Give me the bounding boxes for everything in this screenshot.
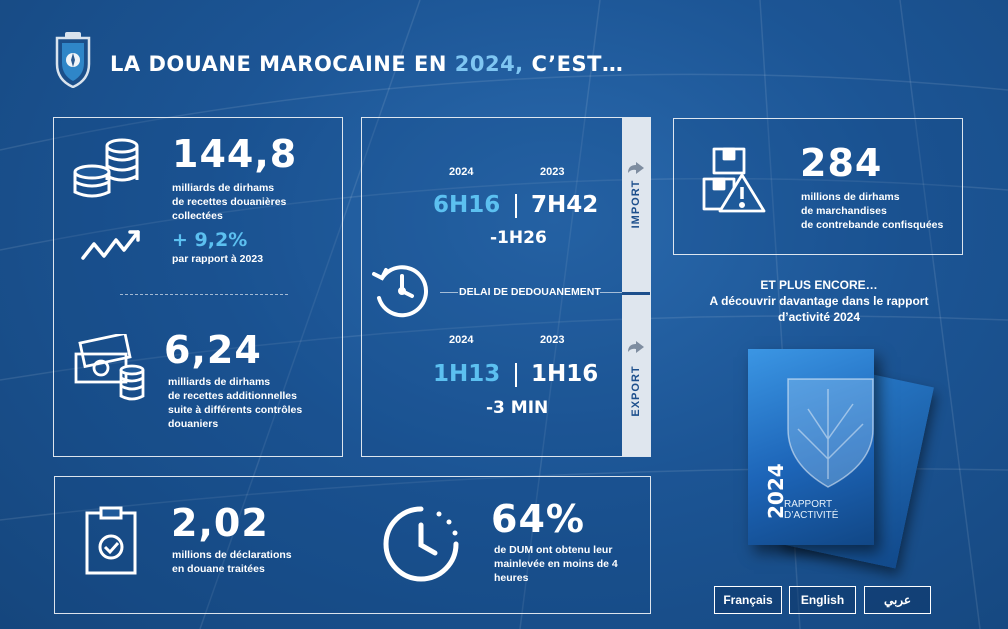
import-year-previous: 2023 (540, 166, 565, 178)
clipboard-check-icon (83, 505, 139, 581)
report-title: RAPPORT D’ACTIVITÉ (784, 499, 838, 521)
clearance-panel: IMPORT EXPORT 2024 2023 6H16 7H42 -1H26 … (361, 117, 651, 457)
import-time-current: 6H16 (433, 192, 501, 218)
more-info-block: ET PLUS ENCORE… A découvrir davantage da… (676, 277, 962, 325)
clock-history-icon (370, 258, 434, 326)
seized-desc-line: millions de dirhams (801, 191, 900, 203)
seized-panel: 284 millions de dirhams de marchandises … (673, 118, 963, 255)
seized-desc-line: de contrebande confisquées (801, 219, 944, 231)
import-arrow-icon (626, 160, 646, 180)
dum-desc-line: mainlevée en moins de 4 (494, 558, 618, 570)
revenue-value: 144,8 (172, 132, 298, 176)
declarations-panel: 2,02 millions de déclarations en douane … (54, 476, 651, 614)
import-time-previous: 7H42 (531, 192, 599, 218)
report-title-line: RAPPORT (784, 499, 833, 510)
more-title: ET PLUS ENCORE… (760, 278, 878, 292)
dum-desc-line: heures (494, 572, 529, 584)
seized-value: 284 (800, 141, 883, 185)
more-line: A découvrir davantage dans le rapport (709, 294, 929, 308)
cash-money-icon (72, 331, 146, 406)
export-difference: -3 MIN (486, 398, 549, 418)
declarations-desc-line: en douane traitées (172, 563, 265, 575)
language-button-arabic[interactable]: عربي (864, 586, 931, 614)
additional-value: 6,24 (164, 328, 262, 372)
export-year-previous: 2023 (540, 334, 565, 346)
export-time-previous: 1H16 (531, 361, 599, 387)
additional-desc-line: de recettes additionnelles (168, 390, 297, 402)
seized-desc-line: de marchandises (801, 205, 887, 217)
declarations-description: millions de déclarations en douane trait… (172, 548, 292, 576)
dum-desc-line: de DUM ont obtenu leur (494, 544, 613, 556)
export-label: EXPORT (630, 365, 642, 417)
import-time-divider (515, 194, 517, 218)
report-title-line: D’ACTIVITÉ (784, 510, 839, 521)
import-label: IMPORT (630, 179, 642, 229)
title-prefix: LA DOUANE MAROCAINE EN (110, 52, 455, 76)
declarations-desc-line: millions de déclarations (172, 549, 292, 561)
trend-up-icon (80, 226, 142, 268)
export-time-current: 1H13 (433, 361, 501, 387)
additional-desc-line: douaniers (168, 418, 219, 430)
language-button-english[interactable]: English (789, 586, 856, 614)
revenue-desc-line: milliards de dirhams (172, 182, 275, 194)
language-button-french[interactable]: Français (714, 586, 782, 614)
additional-desc-line: suite à différents contrôles (168, 404, 303, 416)
coins-stack-icon (70, 136, 142, 204)
title-suffix: C’EST… (523, 52, 624, 76)
title-year: 2024, (454, 52, 524, 76)
declarations-value: 2,02 (171, 501, 269, 545)
export-time-divider (515, 363, 517, 387)
clock-fast-icon (381, 503, 461, 589)
revenue-desc-line: collectées (172, 210, 223, 222)
clearance-center-label: DELAI DE DEDOUANEMENT (459, 286, 601, 298)
revenue-description: milliards de dirhams de recettes douaniè… (172, 181, 286, 223)
import-year-current: 2024 (449, 166, 474, 178)
growth-value: + 9,2% (172, 229, 248, 251)
contraband-boxes-icon (700, 145, 770, 219)
activity-report-link[interactable]: 2024 RAPPORT D’ACTIVITÉ (748, 345, 934, 569)
clearance-line-left (440, 292, 458, 293)
revenue-desc-line: de recettes douanières (172, 196, 287, 208)
import-strip: IMPORT (622, 118, 650, 292)
export-arrow-icon (626, 339, 646, 359)
revenue-panel: 144,8 milliards de dirhams de recettes d… (53, 117, 343, 457)
clearance-line-right (600, 292, 622, 293)
seized-description: millions de dirhams de marchandises de c… (801, 190, 943, 232)
report-front-cover: 2024 RAPPORT D’ACTIVITÉ (748, 349, 874, 545)
export-year-current: 2024 (449, 334, 474, 346)
divider (120, 294, 288, 295)
page-title: LA DOUANE MAROCAINE EN 2024, C’EST… (110, 52, 623, 76)
export-strip: EXPORT (622, 295, 650, 456)
strip-separator (622, 292, 650, 295)
more-line: d’activité 2024 (777, 310, 861, 324)
customs-emblem-logo (53, 30, 93, 89)
additional-desc-line: milliards de dirhams (168, 376, 271, 388)
additional-description: milliards de dirhams de recettes additio… (168, 375, 302, 431)
import-difference: -1H26 (490, 228, 547, 248)
growth-note: par rapport à 2023 (172, 253, 264, 265)
dum-description: de DUM ont obtenu leur mainlevée en moin… (494, 543, 618, 585)
report-shield-graphic (787, 378, 874, 488)
dum-value: 64% (491, 497, 585, 541)
